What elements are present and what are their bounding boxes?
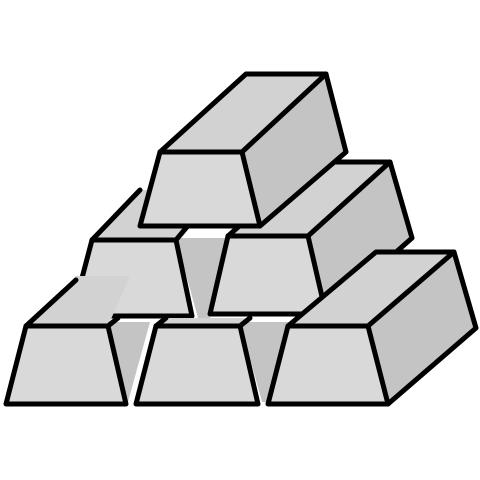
ingot-front-face <box>6 326 126 404</box>
ingot-bottom-middle <box>133 315 261 407</box>
ingot-bottom-right <box>265 249 479 407</box>
ingot-side-face <box>308 162 412 314</box>
ingot-top-face <box>160 74 326 152</box>
ingot-side-face <box>242 74 346 226</box>
gap-shade-right <box>240 322 290 402</box>
ingot-top <box>137 71 349 229</box>
ingot-front-face <box>140 152 260 226</box>
ingot-front-face <box>136 326 258 404</box>
ingot-top-face <box>288 252 454 326</box>
ingot-side-face <box>368 252 476 404</box>
ingot-top-face <box>26 276 130 326</box>
ingot-bottom-left <box>3 276 130 407</box>
ingot-front-face <box>268 326 388 404</box>
gap-shade-middle <box>176 238 232 318</box>
ingot-front-face <box>210 236 326 314</box>
